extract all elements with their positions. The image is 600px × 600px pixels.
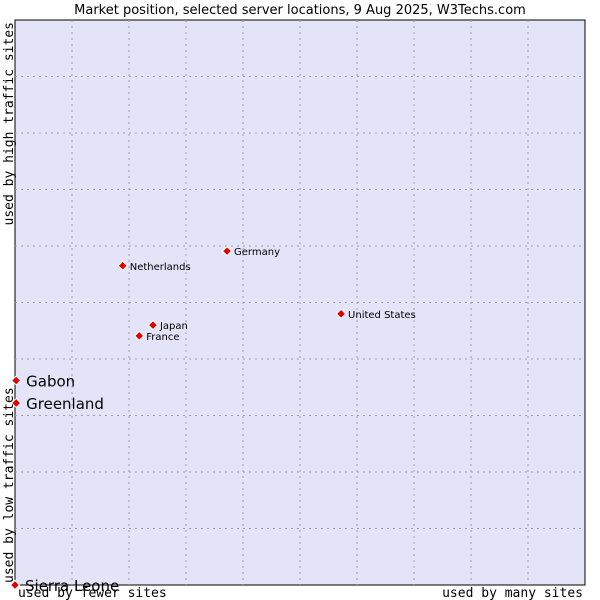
data-point-label-greenland: Greenland <box>26 395 104 413</box>
y-axis-label-high: used by high traffic sites <box>2 22 17 226</box>
x-axis-label-high: used by many sites <box>442 586 583 600</box>
data-point-marker-japan <box>147 319 159 331</box>
grid-lines <box>15 20 585 585</box>
data-point-marker-gabon <box>10 375 22 386</box>
data-point-marker-united-states <box>335 308 347 320</box>
data-points: Germany Netherlands United States JapanFran… <box>9 245 416 595</box>
data-point-label-japan: Japan <box>159 321 188 332</box>
data-point-marker-france <box>134 330 145 342</box>
data-point-label-france: France <box>146 332 179 343</box>
data-point-label-germany: Germany <box>234 247 280 258</box>
data-point-label-united-states: United States <box>348 310 416 321</box>
x-axis-label-low: used by fewer sites <box>18 586 167 600</box>
data-point-marker-sierra-leone <box>9 579 21 591</box>
chart-title: Market position, selected server locatio… <box>74 3 526 18</box>
data-point-label-sierra-leone: Sierra Leone <box>25 577 119 595</box>
data-point-marker-greenland <box>10 397 22 409</box>
data-point-marker-netherlands <box>117 260 128 271</box>
data-point-label-netherlands: Netherlands <box>130 262 191 273</box>
data-point-marker-germany <box>221 245 233 257</box>
data-point-label-gabon: Gabon <box>26 372 75 390</box>
y-axis-label-low: used by low traffic sites <box>2 387 17 583</box>
